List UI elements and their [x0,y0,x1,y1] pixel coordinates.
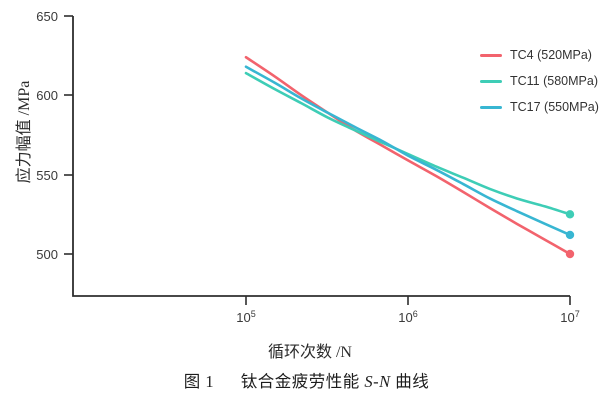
x-tick-label-1e6: 106 [398,309,417,325]
legend-swatch-tc4 [480,53,502,57]
x-axis-title: 循环次数 /N [267,344,352,361]
x-tick-labels: 105 106 107 [236,309,579,325]
x-tick-label-1e5: 105 [236,309,255,325]
legend-label-tc17: TC17 (550MPa) [510,100,599,114]
figure-caption: 图 1 钛合金疲劳性能 S-N 曲线 [0,368,613,392]
series-layer [244,55,575,259]
y-axis-title: 应力幅值 /MPa [16,80,33,184]
legend-label-tc4: TC4 (520MPa) [510,48,592,62]
legend-item-tc17[interactable]: TC17 (550MPa) [480,94,610,120]
legend-label-tc11: TC11 (580MPa) [510,74,598,88]
axis-spines [72,16,570,297]
caption-italic-sn: S-N [364,372,391,391]
axis-frame [64,15,571,305]
series-line-1 [244,71,572,216]
caption-number: 图 1 [183,372,215,391]
caption-body-before: 钛合金疲劳性能 [240,372,365,391]
series-line-0 [244,55,572,256]
caption-body-after: 曲线 [390,372,430,391]
series-endpoint-marker-2 [565,230,575,240]
legend-item-tc4[interactable]: TC4 (520MPa) [480,42,610,68]
legend-swatch-tc11 [480,79,502,83]
series-endpoint-marker-0 [565,249,575,259]
chart-legend: TC4 (520MPa) TC11 (580MPa) TC17 (550MPa) [480,42,610,120]
y-tick-label-650: 650 [36,9,58,24]
series-line-2 [244,65,572,237]
legend-item-tc11[interactable]: TC11 (580MPa) [480,68,610,94]
series-endpoint-marker-1 [565,210,575,219]
y-tick-label-550: 550 [36,168,58,183]
x-tick-label-1e7: 107 [560,309,579,325]
y-tick-label-600: 600 [36,88,58,103]
legend-swatch-tc17 [480,105,502,109]
y-tick-label-500: 500 [36,247,58,262]
y-tick-labels: 650 600 550 500 [36,9,58,262]
